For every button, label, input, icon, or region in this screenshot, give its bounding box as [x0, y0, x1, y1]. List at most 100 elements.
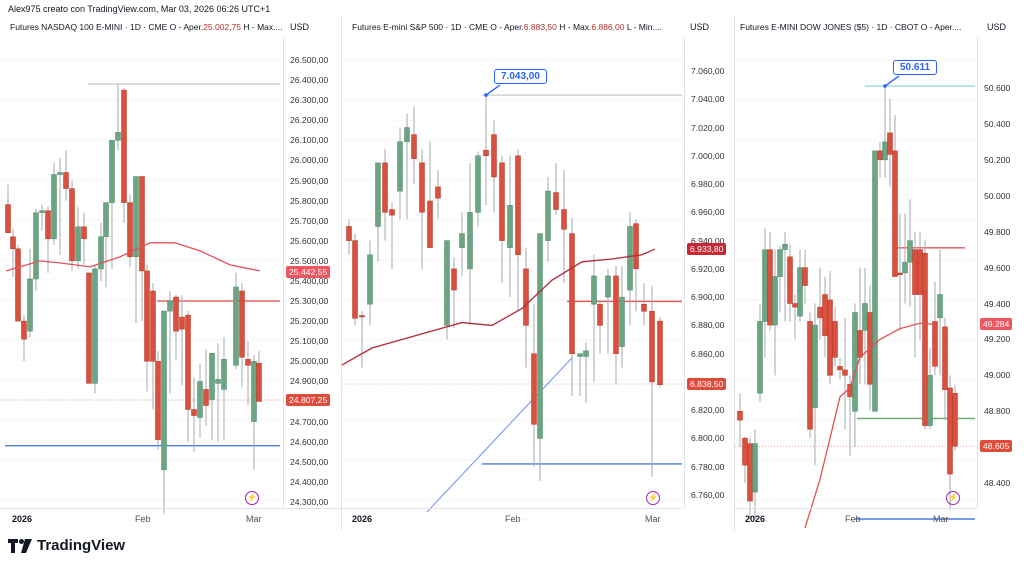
candle[interactable]	[352, 233, 358, 326]
time-axis[interactable]: 2026 Feb Mar	[342, 508, 682, 529]
candle[interactable]	[822, 276, 828, 358]
candle[interactable]	[515, 148, 521, 312]
tradingview-logo[interactable]: TradingView	[8, 537, 125, 554]
candle[interactable]	[627, 212, 633, 326]
candle[interactable]	[545, 177, 551, 262]
candlestick-chart[interactable]	[341, 44, 682, 521]
candle[interactable]	[155, 351, 161, 450]
candle[interactable]	[507, 155, 513, 298]
candle[interactable]	[747, 438, 753, 519]
candle[interactable]	[367, 240, 373, 326]
candlestick-chart[interactable]	[735, 44, 975, 529]
candle[interactable]	[887, 98, 893, 187]
candle[interactable]	[561, 169, 567, 283]
candle[interactable]	[857, 267, 863, 385]
price-axis[interactable]: 50.600 50.400 50.200 50.000 49.800 49.600 49.4…	[977, 38, 1024, 508]
candle[interactable]	[832, 307, 838, 367]
candle[interactable]	[499, 155, 505, 283]
candle[interactable]	[475, 151, 481, 227]
candle[interactable]	[86, 272, 92, 384]
candle[interactable]	[812, 303, 818, 466]
panel-divider[interactable]	[341, 16, 342, 530]
candle[interactable]	[531, 304, 537, 467]
candle[interactable]	[467, 162, 473, 326]
candle[interactable]	[459, 212, 465, 276]
candle[interactable]	[109, 140, 115, 269]
candle[interactable]	[209, 353, 215, 440]
candle[interactable]	[359, 311, 365, 368]
candle[interactable]	[577, 353, 583, 397]
trend-line[interactable]	[426, 357, 573, 513]
plot-area[interactable]: 7.043,00 ⚡	[341, 44, 682, 521]
candle[interactable]	[389, 202, 395, 269]
candle[interactable]	[144, 264, 150, 392]
candle[interactable]	[150, 282, 156, 410]
candle[interactable]	[802, 249, 808, 304]
candle[interactable]	[792, 294, 798, 340]
candle[interactable]	[185, 311, 191, 442]
candle[interactable]	[827, 271, 833, 385]
candle[interactable]	[641, 283, 647, 326]
plot-area[interactable]: 50.611 ⚡	[735, 44, 975, 529]
chart-panel-nasdaq[interactable]: Futures NASDAQ 100 E-MINI · 1D · CME O -…	[0, 16, 340, 530]
candle[interactable]	[922, 240, 928, 430]
candle[interactable]	[427, 141, 433, 248]
candle[interactable]	[81, 212, 87, 265]
candle[interactable]	[179, 295, 185, 386]
candle[interactable]	[619, 266, 625, 368]
candle[interactable]	[952, 384, 958, 451]
candle[interactable]	[251, 355, 257, 470]
candle[interactable]	[862, 267, 868, 385]
candle[interactable]	[139, 176, 145, 322]
candle[interactable]	[21, 315, 27, 362]
candle[interactable]	[173, 295, 179, 360]
candle[interactable]	[877, 141, 883, 178]
lightning-event-icon[interactable]: ⚡	[245, 491, 259, 505]
chart-panel-dow[interactable]: Futures E-MINI DOW JONES ($5) · 1D · CBO…	[735, 16, 1024, 530]
candle[interactable]	[927, 348, 933, 430]
candle[interactable]	[397, 127, 403, 220]
candle[interactable]	[167, 291, 173, 394]
candle[interactable]	[203, 349, 209, 426]
candle[interactable]	[197, 363, 203, 438]
price-axis[interactable]: 7.060,00 7.040,00 7.020,00 7.000,00 6.980,00…	[684, 38, 735, 508]
candle[interactable]	[657, 316, 663, 388]
candle[interactable]	[239, 282, 245, 388]
candle[interactable]	[411, 106, 417, 185]
time-axis[interactable]: 2026 Feb Mar	[735, 508, 977, 529]
candle[interactable]	[537, 233, 543, 481]
candle[interactable]	[633, 219, 639, 312]
candle[interactable]	[569, 217, 575, 397]
candle[interactable]	[772, 249, 778, 376]
candle[interactable]	[75, 206, 81, 269]
candle[interactable]	[912, 231, 918, 358]
candle[interactable]	[69, 180, 75, 271]
candle[interactable]	[92, 264, 98, 394]
candle[interactable]	[161, 310, 167, 514]
candle[interactable]	[15, 244, 21, 322]
candle[interactable]	[375, 162, 381, 262]
candle[interactable]	[852, 303, 858, 448]
candle[interactable]	[942, 317, 948, 421]
lightning-event-icon[interactable]: ⚡	[646, 491, 660, 505]
candle[interactable]	[346, 219, 352, 255]
symbol-title-nasdaq[interactable]: Futures NASDAQ 100 E-MINI · 1D · CME O -…	[10, 22, 283, 32]
price-callout[interactable]: 50.611	[893, 60, 938, 76]
candle[interactable]	[483, 95, 489, 206]
candle[interactable]	[837, 357, 843, 379]
candle[interactable]	[382, 148, 388, 241]
candle[interactable]	[767, 231, 773, 331]
candle[interactable]	[245, 341, 251, 406]
candle[interactable]	[597, 299, 603, 354]
candle[interactable]	[121, 88, 127, 223]
candle[interactable]	[902, 213, 908, 304]
candle[interactable]	[897, 213, 903, 331]
candle[interactable]	[932, 281, 938, 376]
candle[interactable]	[63, 150, 69, 201]
candle[interactable]	[777, 246, 783, 313]
candle[interactable]	[5, 184, 11, 233]
candle[interactable]	[907, 199, 913, 308]
candle[interactable]	[115, 84, 121, 151]
panel-divider[interactable]	[734, 16, 735, 530]
candle[interactable]	[842, 317, 848, 430]
